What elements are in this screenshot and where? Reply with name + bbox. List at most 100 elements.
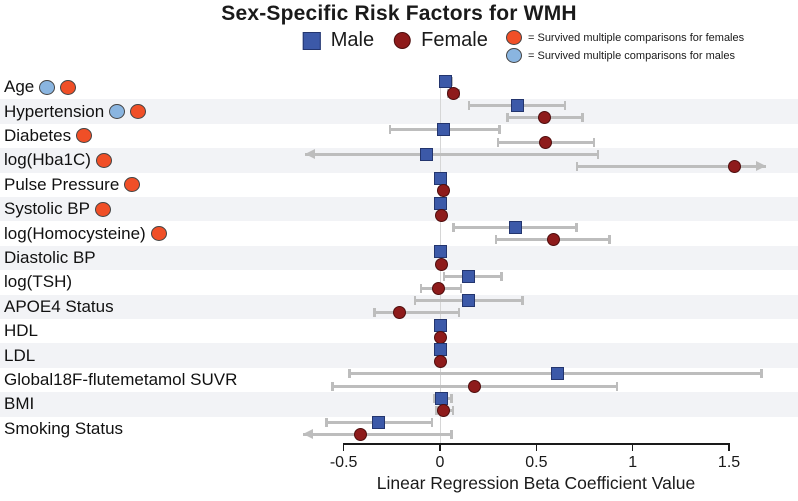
series-legend: Male Female: [302, 29, 488, 52]
row-band: [0, 392, 798, 417]
row-label: Diastolic BP: [4, 247, 96, 267]
male-point: [462, 269, 476, 283]
error-bar-cap: [373, 308, 376, 318]
error-bar-cap: [581, 113, 584, 123]
sig-dot-female-icon: [150, 226, 167, 242]
error-bar-cap: [575, 223, 578, 232]
row-label-group: APOE4 Status: [4, 295, 114, 319]
error-bar-cap: [325, 418, 328, 428]
error-bar-arrow-left: [303, 429, 314, 440]
error-bar-cap: [452, 223, 455, 232]
male-legend-label: Male: [330, 29, 375, 51]
x-tick: [535, 443, 538, 451]
row-label-group: log(Homocysteine): [4, 221, 167, 245]
row-band: [0, 343, 798, 368]
error-bar-cap: [498, 125, 501, 135]
row-label: Global18F-flutemetamol SUVR: [4, 369, 238, 389]
male-point: [433, 196, 447, 210]
error-bar-cap: [450, 430, 453, 440]
row-label-group: BMI: [4, 392, 34, 416]
row-label-group: Age: [4, 75, 77, 99]
row-label-group: Diastolic BP: [4, 246, 96, 270]
error-bar-cap: [331, 381, 334, 391]
x-axis-title: Linear Regression Beta Coefficient Value: [376, 473, 696, 493]
error-bar-cap: [592, 137, 596, 147]
male-point: [433, 318, 447, 332]
error-bar: [303, 433, 452, 437]
error-bar-cap: [348, 369, 351, 379]
female-point: [537, 111, 551, 125]
sig-legend-female-text: = Survived multiple comparisons for fema…: [528, 31, 745, 44]
female-circle-icon: [394, 32, 412, 49]
sig-female-dot-icon: [506, 30, 522, 45]
female-point: [433, 355, 447, 369]
row-label-group: log(Hba1C): [4, 148, 112, 172]
female-point: [468, 379, 482, 393]
row-label: log(TSH): [4, 272, 73, 292]
row-label: LDL: [4, 345, 36, 365]
row-label-group: Hypertension: [4, 99, 147, 123]
row-band: [0, 197, 798, 222]
male-point: [433, 245, 447, 259]
female-point: [437, 184, 451, 198]
sig-dot-female-icon: [94, 201, 111, 217]
error-bar-cap: [500, 271, 503, 281]
error-bar-cap: [467, 101, 471, 110]
female-point: [547, 233, 561, 247]
male-point: [433, 343, 447, 356]
x-tick-label: 1: [628, 454, 638, 471]
chart-title: Sex-Specific Risk Factors for WMH: [221, 2, 577, 25]
error-bar-cap: [615, 381, 619, 391]
sig-legend-male-text: = Survived multiple comparisons for male…: [528, 49, 735, 62]
x-tick-label: 0.5: [525, 454, 548, 471]
row-label-group: Systolic BP: [4, 197, 111, 221]
x-tick: [439, 443, 441, 451]
row-label-group: HDL: [4, 319, 38, 343]
error-bar-cap: [433, 393, 436, 403]
error-bar-cap: [442, 271, 446, 281]
error-bar-cap: [563, 101, 567, 110]
error-bar-arrow-right: [755, 161, 766, 171]
male-point: [437, 123, 451, 137]
significance-legend-female-row: = Survived multiple comparisons for fema…: [506, 30, 744, 45]
row-label: log(Homocysteine): [4, 223, 146, 243]
female-legend-label: Female: [421, 29, 488, 51]
sig-dot-female-icon: [95, 152, 112, 168]
error-bar-cap: [608, 235, 611, 245]
error-bar-cap: [430, 418, 434, 428]
sig-male-dot-icon: [506, 48, 522, 63]
error-bar-cap: [435, 406, 438, 415]
error-bar-cap: [494, 235, 498, 245]
error-bar-cap: [451, 406, 455, 415]
significance-legend: = Survived multiple comparisons for fema…: [506, 30, 744, 63]
sig-dot-female-icon: [124, 177, 141, 193]
female-point: [354, 428, 368, 442]
error-bar-cap: [457, 308, 461, 318]
row-label: APOE4 Status: [4, 296, 114, 316]
row-label: HDL: [4, 321, 39, 341]
male-square-icon: [302, 31, 321, 50]
female-point: [728, 160, 742, 173]
error-bar-cap: [450, 393, 453, 403]
male-point: [462, 294, 476, 308]
error-bar: [374, 311, 460, 315]
error-bar: [576, 165, 766, 168]
male-point: [551, 367, 565, 381]
error-bar-cap: [496, 137, 500, 147]
female-point: [433, 330, 447, 344]
row-label-group: log(TSH): [4, 270, 72, 294]
row-label-group: Pulse Pressure: [4, 173, 141, 197]
male-point: [433, 172, 447, 186]
sig-dot-female-icon: [60, 79, 77, 95]
row-band: [0, 245, 798, 271]
female-point: [446, 86, 460, 100]
male-point: [371, 416, 385, 430]
row-label: Smoking Status: [4, 418, 124, 438]
error-bar-arrow-left: [305, 148, 316, 159]
x-tick-label: -0.5: [329, 454, 358, 471]
male-point: [510, 99, 524, 112]
row-band: [0, 148, 798, 173]
female-point: [431, 282, 445, 295]
